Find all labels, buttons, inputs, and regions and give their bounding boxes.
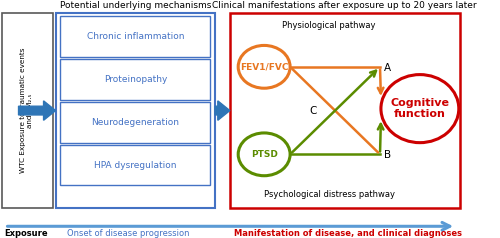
- Text: Physiological pathway: Physiological pathway: [282, 20, 376, 30]
- Text: A: A: [384, 63, 391, 73]
- Text: Potential underlying mechanisms: Potential underlying mechanisms: [60, 1, 211, 10]
- Text: Neurodegeneration: Neurodegeneration: [92, 118, 180, 127]
- Ellipse shape: [381, 74, 459, 143]
- Bar: [60, 59, 210, 100]
- Text: Manifestation of disease, and clinical diagnoses: Manifestation of disease, and clinical d…: [234, 228, 462, 238]
- Polygon shape: [215, 101, 230, 120]
- Bar: [60, 145, 210, 185]
- Text: C: C: [310, 106, 317, 116]
- Text: Proteinopathy: Proteinopathy: [104, 75, 167, 84]
- Text: Cognitive
function: Cognitive function: [390, 98, 450, 119]
- Text: Onset of disease progression: Onset of disease progression: [66, 228, 189, 238]
- Text: WTC Exposure to traumatic events
and PM₂.₅: WTC Exposure to traumatic events and PM₂…: [20, 48, 34, 173]
- Bar: [60, 102, 210, 143]
- Ellipse shape: [238, 45, 290, 88]
- Ellipse shape: [238, 133, 290, 176]
- Polygon shape: [18, 101, 56, 120]
- Bar: [60, 16, 210, 57]
- Text: B: B: [384, 150, 391, 160]
- Text: Psychological distress pathway: Psychological distress pathway: [264, 190, 394, 199]
- Bar: [56, 13, 215, 208]
- Text: Exposure: Exposure: [4, 228, 49, 238]
- Text: Clinical manifestations after exposure up to 20 years later: Clinical manifestations after exposure u…: [212, 1, 477, 10]
- Text: FEV1/FVC: FEV1/FVC: [240, 62, 288, 71]
- Text: HPA dysregulation: HPA dysregulation: [94, 160, 176, 169]
- Text: PTSD: PTSD: [250, 150, 278, 159]
- Text: Chronic inflammation: Chronic inflammation: [86, 32, 184, 41]
- Bar: [230, 13, 460, 208]
- Bar: [2, 13, 53, 208]
